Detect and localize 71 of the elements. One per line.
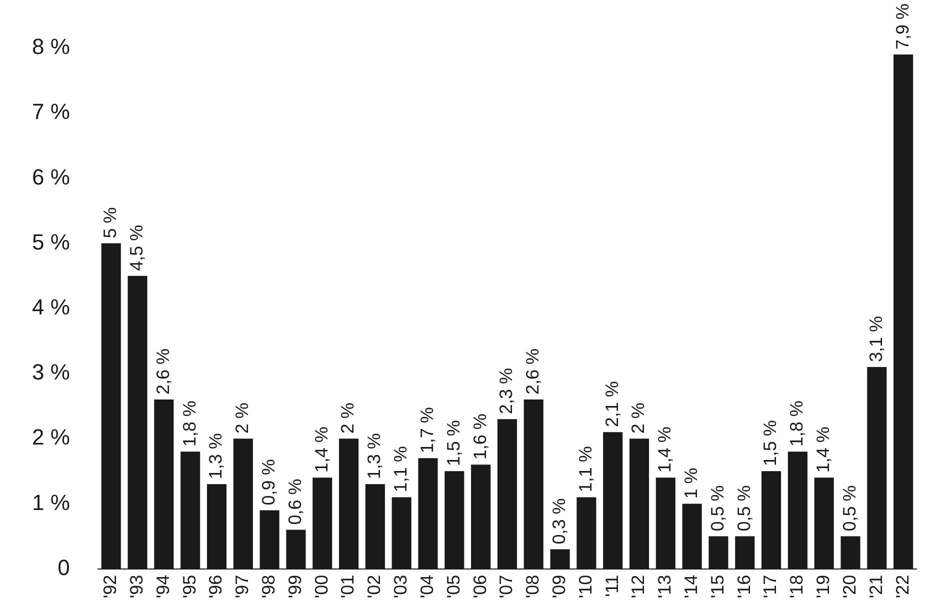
x-tick-label: '10: [575, 574, 596, 598]
x-tick-label: '07: [496, 574, 516, 598]
x-tick-label: '00: [311, 574, 332, 598]
x-tick-label: '05: [443, 574, 464, 598]
data-label: 1,8 %: [179, 400, 200, 447]
data-label: 1,5 %: [760, 420, 780, 466]
x-tick-label: '22: [892, 574, 912, 598]
x-tick-label: '97: [232, 574, 252, 598]
x-tick-label: '08: [522, 574, 543, 598]
x-tick-label: '17: [760, 574, 780, 598]
y-tick-label: 1 %: [32, 490, 70, 515]
data-label: 1,6 %: [470, 414, 490, 460]
x-tick-label: '02: [364, 574, 384, 598]
data-label: 1,5 %: [443, 420, 464, 466]
data-label: 1,4 %: [311, 426, 332, 473]
x-tick-label: '09: [548, 574, 569, 598]
data-label: 2,3 %: [496, 368, 516, 414]
x-tick-label: '14: [681, 574, 702, 598]
x-tick-label: '19: [813, 574, 834, 598]
data-label: 2 %: [338, 402, 358, 434]
data-label: 4,5 %: [126, 224, 146, 271]
x-tick-label: '21: [866, 574, 886, 598]
data-label: 7,9 %: [892, 3, 912, 50]
y-tick-label: 5 %: [32, 229, 70, 254]
x-tick-label: '92: [100, 574, 120, 598]
x-tick-label: '99: [284, 574, 305, 598]
y-tick-label: 3 %: [32, 360, 70, 385]
x-tick-label: '01: [338, 574, 358, 598]
x-tick-label: '04: [416, 574, 437, 598]
x-tick-label: '93: [126, 574, 146, 598]
x-tick-label: '12: [628, 574, 648, 598]
data-label: 2,6 %: [522, 348, 543, 395]
data-label: 2 %: [628, 402, 648, 434]
data-label: 1 %: [681, 468, 702, 499]
x-tick-label: '03: [390, 574, 411, 598]
y-tick-label: 0: [58, 554, 70, 580]
data-label: 1,4 %: [813, 426, 834, 473]
y-tick-label: 4 %: [32, 294, 70, 320]
data-label: 3,1 %: [866, 316, 886, 362]
x-tick-label: '06: [470, 574, 490, 598]
y-tick-label: 6 %: [32, 164, 70, 190]
x-tick-label: '11: [602, 574, 622, 597]
data-label: 2,1 %: [602, 381, 622, 428]
y-tick-label: 7 %: [32, 99, 70, 124]
data-label: 0,9 %: [258, 459, 279, 506]
data-label: 1,3 %: [206, 433, 226, 480]
data-label: 1,3 %: [364, 433, 384, 480]
data-label: 5 %: [100, 207, 120, 238]
data-label: 0,5 %: [734, 485, 754, 532]
data-label: 1,8 %: [786, 400, 807, 447]
data-label: 1,7 %: [416, 407, 437, 454]
x-tick-label: '20: [839, 574, 860, 598]
data-label: 1,1 %: [390, 446, 411, 492]
data-label: 1,1 %: [575, 446, 596, 492]
x-tick-label: '96: [206, 574, 226, 598]
data-label: 0,6 %: [284, 478, 305, 525]
data-label: 0,3 %: [548, 498, 569, 544]
x-tick-label: '94: [152, 574, 173, 598]
y-tick-label: 2 %: [32, 424, 70, 450]
x-tick-label: '98: [258, 574, 279, 598]
x-tick-label: '16: [734, 574, 754, 598]
data-label: 1,4 %: [654, 426, 675, 473]
x-tick-label: '18: [786, 574, 807, 598]
x-tick-label: '15: [707, 574, 728, 598]
data-label: 0,5 %: [839, 485, 860, 532]
x-tick-label: '13: [654, 574, 675, 598]
y-tick-label: 8 %: [32, 34, 70, 60]
data-label: 2,6 %: [152, 348, 173, 395]
data-label: 0,5 %: [707, 485, 728, 532]
x-tick-label: '95: [179, 574, 200, 598]
data-label: 2 %: [232, 402, 252, 434]
